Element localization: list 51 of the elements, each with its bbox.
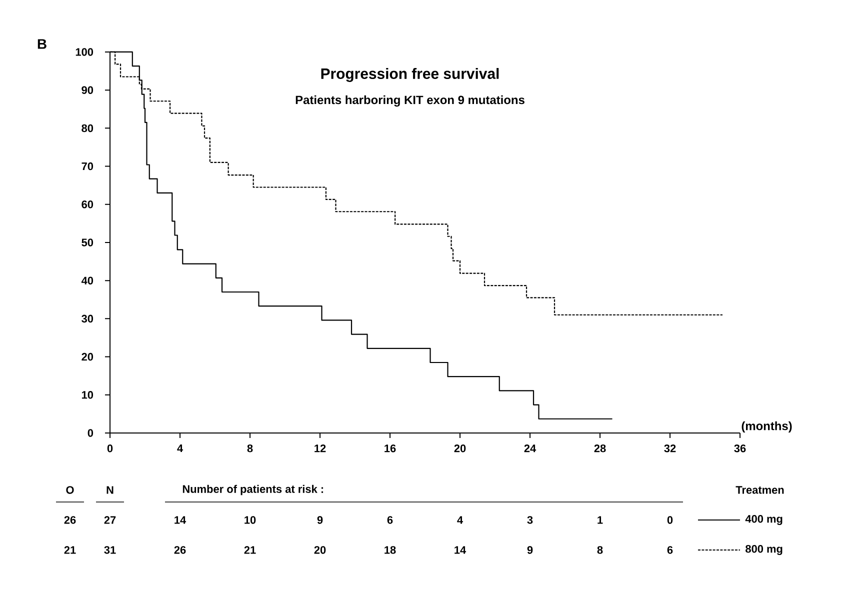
text: 20	[314, 546, 326, 554]
text: 8	[597, 546, 603, 554]
y-tick-label: 50	[82, 238, 94, 246]
text: 6	[667, 546, 673, 554]
text: 10	[244, 516, 256, 524]
x-axis-title: (months)	[742, 421, 792, 433]
x-tick-label: 24	[524, 444, 536, 452]
x-tick-label: 8	[247, 444, 253, 452]
text: 1	[598, 516, 603, 524]
y-tick-label: 80	[82, 124, 94, 132]
x-tick-label: 32	[664, 444, 676, 452]
x-tick-label: 16	[384, 444, 396, 452]
text: 26	[64, 516, 76, 524]
legend-title: Treatmen	[736, 486, 784, 494]
x-tick-label: 36	[734, 444, 746, 452]
text: 9	[317, 516, 323, 524]
text: Patients harboring KIT exon 9 mutations	[296, 95, 524, 107]
y-tick-label: 100	[76, 48, 94, 56]
y-tick-label: 40	[81, 276, 94, 284]
text: Progression free survival	[321, 68, 499, 82]
text: 26	[174, 546, 186, 554]
x-tick-label: 12	[314, 444, 326, 452]
text: 18	[384, 546, 396, 554]
text: 4	[457, 516, 463, 524]
x-tick-label: 4	[177, 444, 183, 452]
y-tick-label: 10	[82, 391, 94, 399]
text: O	[66, 486, 74, 494]
x-tick-label: 20	[454, 444, 466, 452]
text: Number of patients at risk :	[182, 484, 324, 496]
text: 31	[104, 546, 116, 554]
x-tick-label: 0	[107, 444, 113, 452]
y-tick-label: 0	[88, 429, 94, 437]
text: 21	[64, 546, 76, 554]
text: 0	[667, 516, 673, 524]
legend-label: 800 mg	[746, 545, 782, 555]
y-tick-label: 90	[82, 86, 94, 94]
text: B	[38, 39, 46, 49]
text: 9	[527, 546, 533, 554]
text: 3	[527, 516, 533, 524]
y-tick-label: 60	[82, 200, 94, 208]
y-tick-label: 30	[82, 314, 94, 323]
text: 6	[387, 516, 393, 524]
x-tick-label: 28	[594, 444, 606, 452]
y-tick-label: 20	[82, 352, 94, 361]
text: 14	[454, 546, 466, 554]
text: 14	[174, 516, 186, 524]
text: N	[106, 486, 114, 494]
y-tick-label: 70	[82, 162, 94, 170]
legend-label: 400 mg	[745, 515, 782, 525]
text: 21	[244, 546, 256, 554]
text: 27	[104, 516, 116, 524]
